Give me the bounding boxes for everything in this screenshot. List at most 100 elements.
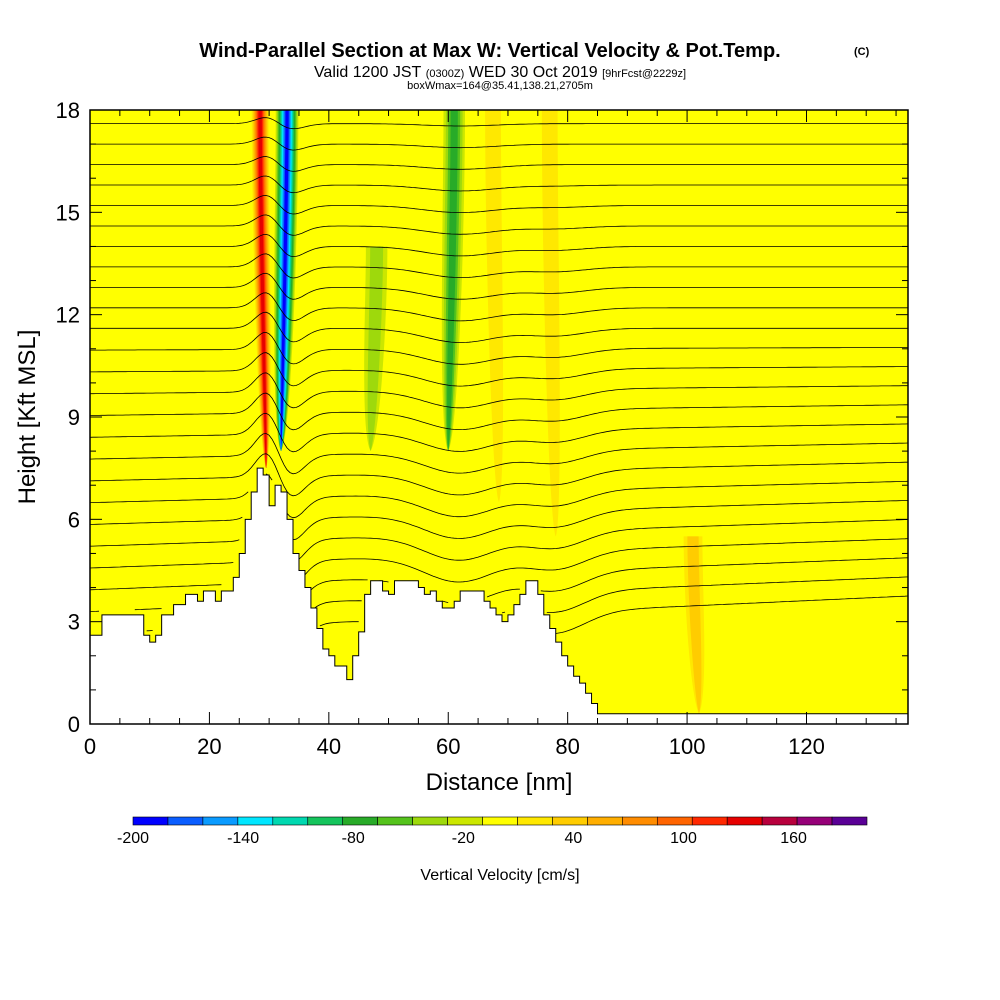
colorbar-swatch	[342, 816, 378, 826]
colorbar-swatch	[202, 816, 239, 826]
colorbar-swatch	[656, 816, 693, 826]
x-tick-label: 80	[555, 734, 579, 759]
theta-contour	[90, 412, 908, 453]
x-tick-label: 120	[788, 734, 825, 759]
velocity-field	[250, 110, 708, 714]
x-tick-label: 100	[669, 734, 706, 759]
x-axis-label: Distance [nm]	[426, 769, 573, 796]
theta-contour	[90, 500, 908, 541]
x-tick-label: 40	[317, 734, 341, 759]
y-tick-label: 18	[56, 98, 80, 123]
x-tick-label: 0	[84, 734, 96, 759]
colorbar-swatch	[587, 816, 623, 826]
colorbar-swatch	[796, 816, 833, 826]
y-tick-label: 0	[68, 712, 80, 737]
colorbar-tick-label: -200	[117, 830, 149, 847]
velocity-band	[441, 110, 465, 452]
theta-contour	[90, 253, 908, 279]
colorbar-swatch	[517, 816, 553, 826]
velocity-level	[280, 110, 289, 452]
colorbar-swatch	[412, 816, 448, 826]
chart-title: Wind-Parallel Section at Max W: Vertical…	[199, 40, 780, 62]
velocity-level	[367, 246, 384, 452]
theta-contour	[90, 519, 908, 561]
theta-contour	[146, 595, 908, 634]
theta-contour	[90, 557, 908, 603]
utc-time: (0300Z)	[426, 68, 465, 80]
valid-date: WED 30 Oct 2019	[469, 64, 598, 81]
colorbar-tick-label: 100	[670, 830, 697, 847]
chart-subtitle: Valid 1200 JST (0300Z) WED 30 Oct 2019 […	[314, 64, 686, 81]
y-tick-label: 15	[56, 200, 80, 225]
theta-contour	[90, 576, 908, 614]
velocity-level	[447, 110, 458, 452]
y-tick-label: 6	[68, 507, 80, 532]
theta-contour	[90, 103, 908, 107]
theta-contour	[90, 156, 908, 172]
y-axis-label: Height [Kft MSL]	[14, 330, 41, 505]
velocity-band	[679, 536, 708, 714]
colorbar-swatch	[377, 816, 413, 826]
colorbar-swatch	[132, 816, 169, 826]
theta-contour	[90, 392, 908, 431]
velocity-band	[479, 110, 508, 503]
colorbar-swatch	[622, 816, 658, 826]
colorbar-swatch	[761, 816, 798, 826]
box-info: boxWmax=164@35.41,138.21,2705m	[407, 80, 593, 92]
velocity-level	[687, 536, 702, 714]
colorbar-tick-label: -80	[342, 830, 365, 847]
colorbar-swatch	[726, 816, 763, 826]
colorbar-swatch	[482, 816, 518, 826]
velocity-level	[485, 110, 504, 503]
colorbar-tick-label: 40	[565, 830, 583, 847]
theta-contour	[90, 136, 908, 151]
velocity-band	[274, 110, 299, 452]
colorbar-tick-label: -20	[452, 830, 475, 847]
theta-contour	[90, 331, 908, 365]
velocity-band	[536, 110, 565, 537]
y-tick-label: 12	[56, 303, 80, 328]
x-axis: 0 20 40 60 80 100 120	[84, 110, 897, 759]
x-tick-label: 60	[436, 734, 460, 759]
theta-contour	[90, 453, 908, 497]
theta-contour	[90, 272, 908, 300]
theta-contour	[90, 214, 908, 236]
colorbar-swatch	[237, 816, 274, 826]
theta-contour	[90, 538, 908, 583]
y-tick-label: 3	[68, 610, 80, 635]
colorbar-swatch	[691, 816, 728, 826]
valid-time: Valid 1200 JST	[314, 64, 422, 81]
velocity-band	[250, 110, 272, 469]
velocity-level	[258, 110, 267, 469]
colorbar-swatch	[167, 816, 204, 826]
forecast-info: [9hrFcst@2229z]	[602, 68, 686, 80]
colorbar-swatch	[552, 816, 588, 826]
colorbar-tick-label: 160	[780, 830, 807, 847]
colorbar-swatch	[307, 816, 344, 826]
copyright-mark: (C)	[854, 46, 870, 58]
colorbar-tick-label: -140	[227, 830, 259, 847]
theta-contours	[90, 103, 908, 634]
colorbar: -200 -140 -80 -20 40 100 160	[117, 816, 868, 847]
y-axis: 0 3 6 9 12 15 18	[56, 98, 908, 737]
theta-contour	[90, 372, 908, 409]
theta-contour	[90, 195, 908, 215]
theta-contour	[90, 433, 908, 475]
terrain	[90, 467, 908, 724]
colorbar-swatch	[272, 816, 309, 826]
velocity-band	[364, 246, 388, 452]
plot-area	[90, 103, 908, 724]
theta-contour	[90, 292, 908, 322]
colorbar-swatch	[831, 816, 868, 826]
colorbar-label: Vertical Velocity [cm/s]	[420, 867, 579, 884]
theta-contour	[90, 311, 908, 343]
velocity-level	[541, 110, 560, 537]
y-tick-label: 9	[68, 405, 80, 430]
theta-contour	[90, 233, 908, 258]
theta-contour	[90, 117, 908, 130]
colorbar-swatch	[447, 816, 483, 826]
theta-contour	[90, 175, 908, 194]
theta-contour	[90, 352, 908, 387]
x-tick-label: 20	[197, 734, 221, 759]
